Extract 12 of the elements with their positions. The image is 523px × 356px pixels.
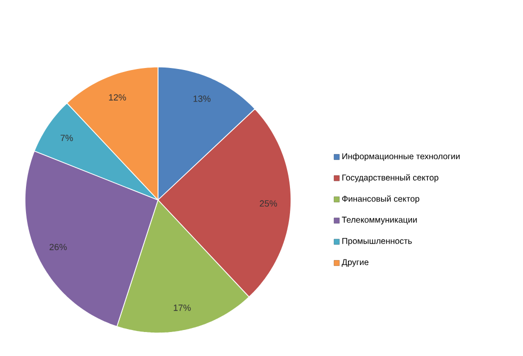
legend-label: Промышленность (342, 238, 412, 246)
data-label: 13% (194, 96, 210, 102)
data-label: 12% (109, 94, 126, 101)
legend-label: Другие (342, 259, 368, 267)
data-label: 7% (60, 134, 73, 142)
data-label: 17% (174, 304, 191, 311)
data-label: 26% (50, 244, 67, 250)
legend-label: Информационные технологии (342, 153, 460, 161)
legend-label: Финансовый сектор (342, 195, 420, 204)
legend-label: Телекоммуникации (342, 216, 417, 224)
legend-label: Государственный сектор (342, 174, 438, 182)
data-label: 25% (260, 200, 277, 207)
